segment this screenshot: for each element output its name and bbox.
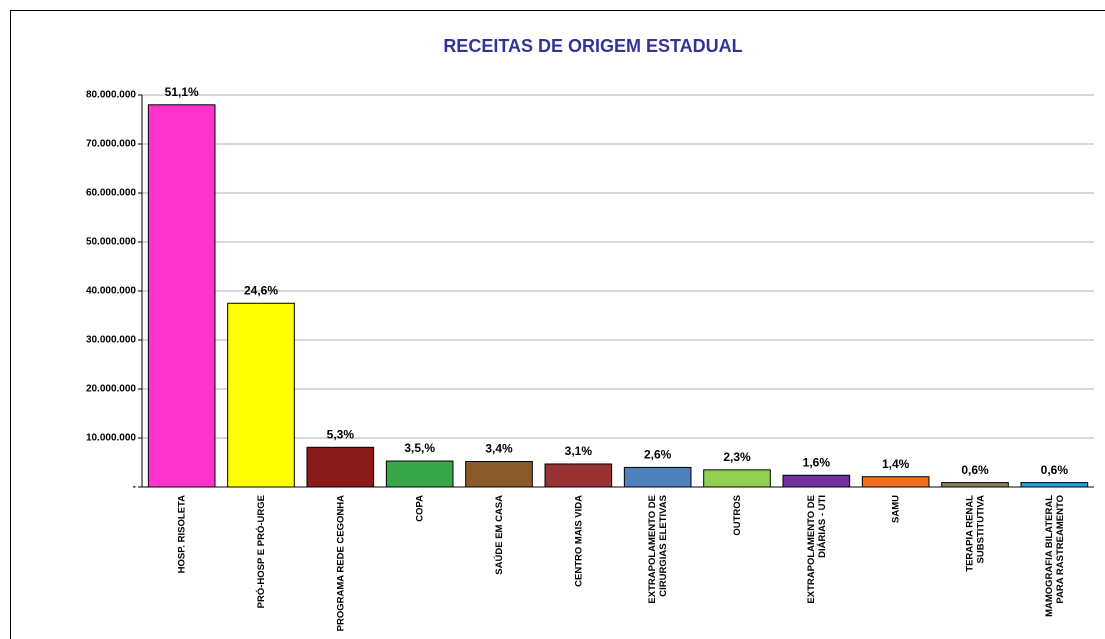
bar <box>147 104 216 488</box>
bar <box>861 476 930 488</box>
y-tick-label: 30.000.000 <box>86 335 136 346</box>
share-label: 2,3% <box>723 450 751 464</box>
y-tick-label: 60.000.000 <box>86 188 136 199</box>
bar <box>385 460 454 488</box>
x-tick-label: TERAPIA RENAL SUBSTITUTIVA <box>964 495 986 572</box>
x-tick-label: MAMOGRAFIA BILATERAL PARA RASTREAMENTO <box>1043 495 1065 617</box>
x-tick-label: EXTRAPOLAMENTO DE CIRURGIAS ELETIVAS <box>647 495 669 604</box>
bar <box>782 474 851 488</box>
bar <box>941 482 1009 488</box>
y-tick-label: 80.000.000 <box>86 90 136 101</box>
share-label: 3,4% <box>485 442 513 456</box>
share-label: 3,1% <box>565 444 593 458</box>
bar <box>306 446 375 488</box>
share-label: 0,6% <box>961 463 989 477</box>
share-label: 1,6% <box>803 455 831 469</box>
x-tick-label: EXTRAPOLAMENTO DE DIÁRIAS - UTI <box>805 495 827 604</box>
bar <box>623 466 692 488</box>
x-tick-label: HOSP. RISOLETA <box>176 495 187 573</box>
x-tick-label: PROGRAMA REDE CEGONHA <box>335 495 346 631</box>
share-label: 0,6% <box>1041 463 1069 477</box>
y-tick-label: 40.000.000 <box>86 286 136 297</box>
chart-title: RECEITAS DE ORIGEM ESTADUAL <box>443 36 742 56</box>
share-label: 1,4% <box>882 457 910 471</box>
x-tick-label: OUTROS <box>732 495 743 536</box>
y-tick-label: 50.000.000 <box>86 237 136 248</box>
x-tick-label: SAÚDE EM CASA <box>493 495 505 575</box>
y-tick-label: 20.000.000 <box>86 384 136 395</box>
y-tick-label: 70.000.000 <box>86 139 136 150</box>
share-label: 24,6% <box>244 283 278 297</box>
x-tick-label: PRÓ-HOSP E PRÓ-URGE <box>255 495 267 608</box>
y-tick-label: 10.000.000 <box>86 433 136 444</box>
share-label: 51,1% <box>165 85 199 99</box>
x-tick-label: COPA <box>414 495 425 522</box>
bar <box>1020 482 1089 488</box>
share-label: 5,3% <box>327 427 355 441</box>
bar <box>703 469 771 488</box>
y-tick-label: - <box>133 482 136 493</box>
x-tick-label: CENTRO MAIS VIDA <box>573 495 584 587</box>
share-label: 3,5,% <box>404 441 435 455</box>
x-tick-label: SAMU <box>890 495 901 523</box>
bar <box>544 463 613 488</box>
bar <box>227 302 295 488</box>
share-label: 2,6% <box>644 448 672 462</box>
bar <box>465 461 533 488</box>
